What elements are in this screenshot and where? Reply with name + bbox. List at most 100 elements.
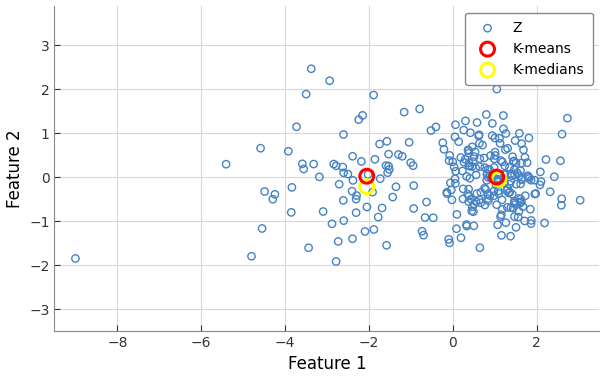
Z	[474, 132, 484, 138]
Z	[545, 189, 555, 195]
Z	[509, 200, 519, 206]
Z	[508, 205, 518, 211]
Z	[475, 156, 485, 162]
Z	[370, 156, 380, 162]
Z	[466, 196, 476, 202]
Z	[339, 170, 348, 176]
Z	[426, 127, 436, 133]
Z	[369, 227, 379, 233]
Z	[348, 177, 358, 183]
Z	[513, 214, 523, 220]
Z	[511, 201, 520, 207]
Z	[506, 178, 515, 184]
Z	[515, 173, 525, 179]
Z	[493, 222, 503, 228]
Z	[526, 177, 536, 183]
Z	[557, 196, 566, 202]
Z	[514, 130, 524, 136]
Z	[301, 91, 311, 97]
Z	[555, 158, 565, 164]
Z	[515, 200, 525, 206]
Z	[333, 238, 343, 244]
Z	[485, 173, 495, 179]
Z	[474, 197, 484, 203]
Z	[497, 232, 506, 238]
Z	[459, 159, 469, 165]
Z	[465, 163, 474, 169]
Z	[515, 199, 525, 205]
Z	[488, 133, 497, 139]
Z	[478, 142, 488, 148]
Z	[509, 167, 519, 173]
Z	[509, 214, 519, 220]
Z	[496, 158, 506, 164]
Z	[325, 78, 335, 84]
Z	[488, 173, 497, 179]
Z	[475, 245, 485, 251]
Z	[404, 139, 414, 145]
Z	[470, 149, 480, 155]
Z	[497, 197, 507, 203]
Z	[482, 171, 492, 177]
Z	[465, 175, 475, 181]
Z	[524, 135, 534, 141]
Z	[469, 153, 479, 160]
Z	[500, 180, 509, 186]
Z	[399, 109, 409, 115]
Z	[535, 169, 545, 175]
Z	[460, 156, 470, 162]
Z	[520, 193, 530, 199]
Y-axis label: Feature 2: Feature 2	[5, 129, 24, 208]
Z	[391, 184, 401, 190]
Z	[287, 184, 297, 190]
Z	[491, 182, 501, 188]
Z	[315, 174, 324, 180]
Z	[422, 199, 431, 205]
Z	[409, 183, 419, 189]
Z	[503, 204, 512, 210]
Z	[531, 191, 540, 197]
Z	[482, 177, 491, 183]
Z	[378, 205, 387, 211]
Z	[474, 133, 483, 139]
Z	[483, 174, 493, 180]
Z	[419, 232, 428, 238]
Z	[468, 159, 478, 165]
Z	[514, 196, 523, 202]
Z	[492, 202, 502, 208]
Z	[540, 220, 549, 226]
Z	[497, 159, 507, 165]
Z	[491, 152, 500, 158]
Z	[384, 151, 393, 157]
Z	[247, 253, 257, 259]
Z	[508, 191, 517, 197]
Z	[509, 158, 518, 164]
Z	[476, 200, 485, 206]
Z	[488, 121, 497, 127]
Z	[500, 163, 509, 169]
Z	[518, 204, 528, 210]
Z	[530, 191, 540, 197]
Z	[459, 127, 469, 133]
Z	[575, 197, 585, 203]
Z	[517, 175, 526, 182]
Z	[467, 144, 477, 150]
Z	[524, 174, 534, 180]
Z	[480, 164, 489, 171]
Z	[354, 117, 364, 123]
Z	[332, 163, 341, 169]
Z	[338, 164, 348, 170]
Z	[480, 202, 489, 208]
Z	[71, 255, 80, 262]
Z	[451, 226, 461, 232]
Z	[471, 199, 481, 205]
Z	[526, 218, 536, 224]
Z	[489, 156, 499, 162]
Z	[415, 106, 425, 112]
Z	[452, 211, 462, 218]
Z	[384, 163, 393, 169]
Z	[490, 135, 500, 141]
Z	[286, 209, 296, 215]
Z	[529, 177, 539, 183]
Z	[501, 220, 511, 226]
